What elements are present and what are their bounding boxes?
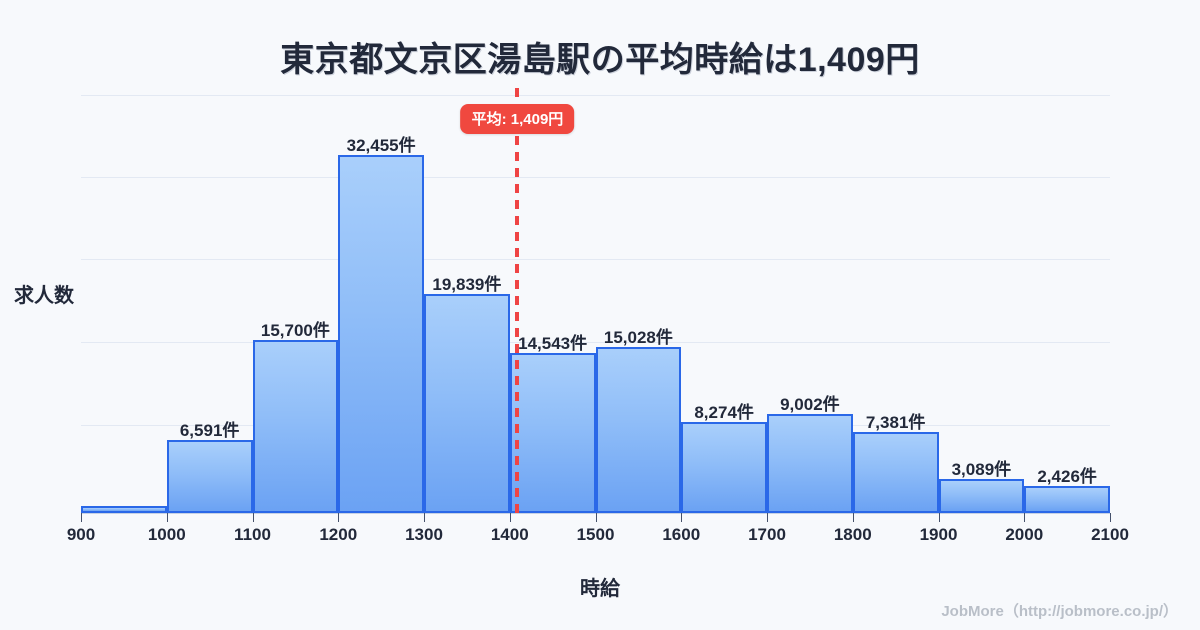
bar-value-label: 6,591件	[179, 421, 240, 441]
x-axis-tick	[81, 513, 82, 522]
bar-value-label: 15,700件	[260, 320, 330, 340]
bar-value-label: 8,274件	[694, 402, 754, 422]
bar[interactable]	[852, 431, 939, 513]
bar[interactable]	[338, 155, 424, 513]
gridline	[81, 342, 1110, 344]
x-axis-tick	[509, 513, 511, 522]
x-axis-tick-label: 900	[66, 525, 96, 544]
bar-value-label: 2,426件	[1037, 467, 1097, 487]
bar[interactable]	[166, 440, 253, 513]
x-axis-tick-label: 1100	[234, 525, 271, 544]
bar[interactable]	[81, 505, 167, 513]
bar[interactable]	[252, 339, 339, 513]
bar[interactable]	[424, 294, 510, 513]
page-title: 東京都文京区湯島駅の平均時給は1,409円	[280, 41, 920, 79]
average-badge: 平均: 1,409円	[460, 104, 575, 134]
x-axis-tick	[1110, 513, 1111, 522]
bar-value-label: 9,002件	[780, 394, 840, 414]
x-axis-tick-label: 2000	[1005, 525, 1044, 544]
x-axis-tick	[1024, 513, 1026, 522]
average-line	[515, 88, 520, 515]
x-axis-tick	[852, 513, 854, 522]
x-axis-tick-label: 1800	[833, 525, 872, 544]
x-axis-tick-label: 1600	[662, 525, 701, 544]
bar[interactable]	[1024, 486, 1110, 513]
watermark: JobMore（http://jobmore.co.jp/）	[941, 603, 1178, 620]
bar-value-label: 14,543件	[518, 333, 588, 353]
x-axis-tick	[767, 513, 768, 522]
plot-area: 6,591件 15,700件 32,455件 19,839件 14,543件 15,028…	[67, 88, 1129, 544]
x-axis-tick-label: 1000	[147, 525, 186, 544]
x-axis-tick	[424, 513, 425, 522]
bar[interactable]	[509, 352, 596, 513]
bar-value-label: 15,028件	[603, 328, 673, 348]
bar[interactable]	[681, 421, 767, 513]
bar-value-label: 3,089件	[951, 459, 1012, 479]
bar[interactable]	[767, 413, 853, 513]
x-axis-tick	[681, 513, 683, 522]
gridline	[81, 95, 1110, 96]
y-axis-title: 求人数	[14, 285, 74, 307]
x-axis-tick	[338, 513, 340, 522]
x-axis-tick-label: 1400	[490, 525, 529, 544]
gridline	[81, 176, 1110, 178]
bar[interactable]	[938, 478, 1025, 513]
x-axis-tick	[252, 513, 254, 522]
x-axis-tick-label: 1700	[748, 525, 786, 544]
bar[interactable]	[595, 347, 682, 513]
x-axis-tick	[938, 513, 940, 522]
bar-value-label: 7,381件	[865, 412, 926, 432]
bar-value-label: 19,839件	[432, 275, 502, 295]
x-axis-tick-label: 2100	[1091, 525, 1129, 544]
x-axis-tick-label: 1300	[405, 525, 443, 544]
x-axis-tick-label: 1200	[319, 525, 358, 544]
bar-value-label: 32,455件	[346, 136, 416, 156]
x-axis-tick-label: 1500	[576, 525, 615, 544]
x-axis-tick-label: 1900	[919, 525, 958, 544]
x-axis-title: 時給	[580, 578, 620, 600]
x-axis-tick	[166, 513, 168, 522]
x-axis-tick	[595, 513, 597, 522]
gridline	[81, 259, 1110, 261]
